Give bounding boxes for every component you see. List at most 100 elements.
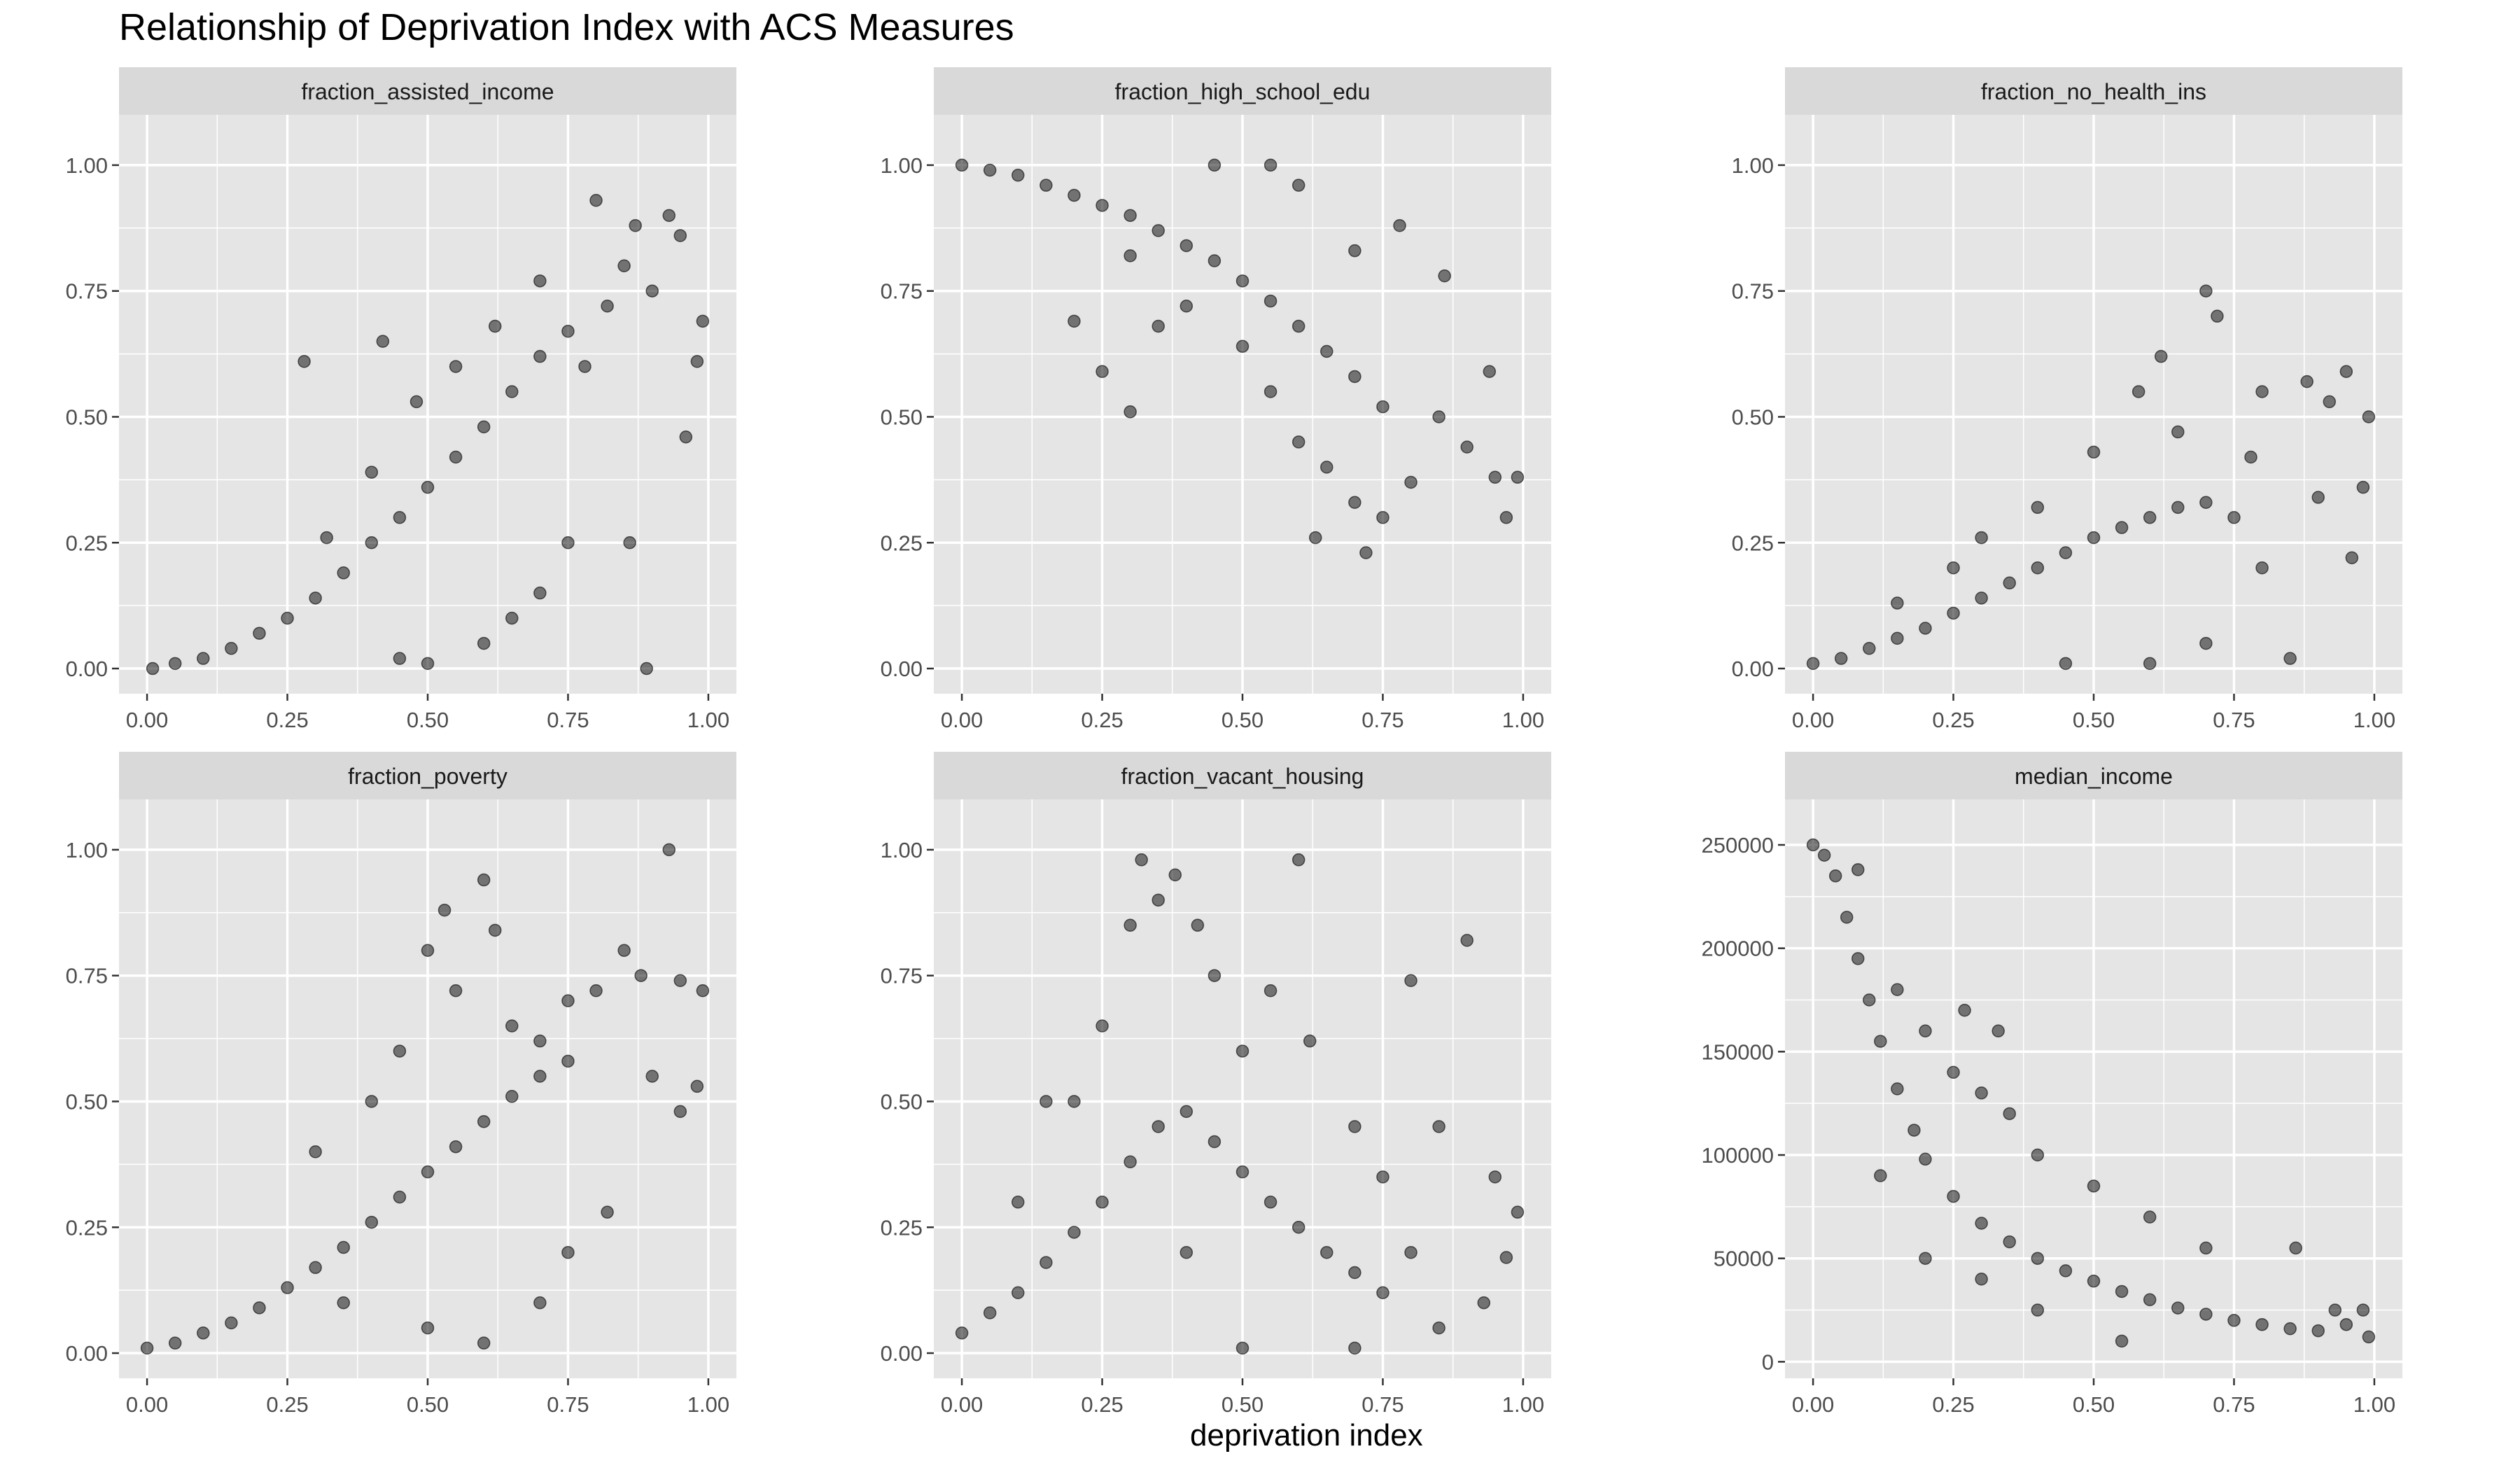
data-point — [679, 430, 693, 444]
facet-fraction-no-health-ins: fraction_no_health_ins 0.00 0.25 0.50 0.75 1.… — [1732, 67, 2402, 732]
data-point — [2115, 1334, 2129, 1348]
y-tick-label: 0.50 — [66, 1089, 108, 1114]
data-point — [2199, 284, 2213, 298]
facet-strip-label: fraction_high_school_edu — [1115, 79, 1371, 104]
data-point — [1919, 622, 1932, 635]
data-point — [376, 335, 390, 348]
data-point — [1359, 546, 1373, 559]
facet-strip-label: median_income — [2015, 764, 2173, 789]
data-point — [1348, 496, 1362, 509]
data-point — [1292, 319, 1306, 333]
data-point — [449, 1140, 463, 1154]
data-point — [533, 274, 547, 288]
y-tick-label: 1.00 — [881, 838, 923, 862]
y-tick-label: 0.50 — [66, 405, 108, 429]
data-point — [421, 480, 435, 494]
data-point — [2003, 576, 2016, 590]
data-point — [617, 259, 631, 272]
data-point — [365, 536, 379, 550]
facet-fraction-assisted-income: fraction_assisted_income 0.00 0.25 0.50 0.75… — [66, 67, 736, 732]
data-points — [140, 843, 710, 1355]
data-point — [1851, 863, 1865, 876]
data-point — [449, 360, 463, 373]
x-tick-label: 0.50 — [2073, 708, 2115, 732]
data-point — [1096, 1019, 1109, 1032]
data-point — [1499, 1251, 1513, 1264]
x-tick-label: 0.75 — [1362, 708, 1404, 732]
x-tick-label: 0.00 — [941, 1392, 983, 1417]
data-point — [393, 1190, 407, 1204]
data-point — [1152, 224, 1165, 237]
data-point — [1152, 319, 1165, 333]
data-point — [197, 1326, 210, 1340]
data-points — [146, 194, 710, 676]
x-axis-label: deprivation index — [1190, 1418, 1423, 1452]
data-point — [2087, 1180, 2101, 1193]
data-point — [1320, 461, 1334, 474]
data-point — [1404, 475, 1418, 489]
y-tick-label: 0 — [1762, 1350, 1774, 1374]
data-point — [1040, 178, 1053, 192]
data-point — [421, 657, 435, 671]
data-point — [2132, 385, 2146, 398]
x-tick-label: 0.25 — [1081, 708, 1123, 732]
y-tick-label: 50000 — [1714, 1247, 1774, 1271]
y-tick-label: 0.25 — [66, 531, 108, 555]
data-point — [1208, 969, 1222, 982]
data-point — [1152, 893, 1165, 907]
data-point — [1292, 178, 1306, 192]
data-point — [2289, 1241, 2302, 1255]
data-point — [449, 450, 463, 464]
data-point — [281, 611, 294, 625]
facet-strip — [934, 67, 1551, 115]
data-point — [2143, 1293, 2157, 1307]
data-points — [1806, 284, 2376, 671]
data-point — [1376, 1170, 1390, 1184]
data-point — [617, 944, 631, 957]
data-point — [2311, 491, 2325, 504]
data-point — [1376, 400, 1390, 414]
data-point — [1208, 158, 1222, 172]
data-points — [955, 853, 1525, 1355]
data-point — [2227, 511, 2241, 524]
data-point — [1477, 1296, 1491, 1310]
data-point — [1011, 1196, 1025, 1209]
data-point — [1975, 1086, 1988, 1100]
facet-fraction-vacant-housing: fraction_vacant_housing 0.00 0.25 0.50 0.75 1… — [881, 752, 1551, 1417]
y-tick-label: 0.75 — [66, 279, 108, 304]
data-point — [2031, 1148, 2045, 1162]
data-point — [1975, 592, 1988, 605]
data-point — [320, 531, 333, 545]
data-point — [1180, 1245, 1194, 1259]
data-point — [140, 1341, 154, 1355]
y-tick-label: 0.50 — [1732, 405, 1774, 429]
data-point — [1191, 918, 1205, 932]
facet-strip-label: fraction_vacant_housing — [1121, 764, 1364, 789]
data-point — [2003, 1235, 2016, 1249]
x-tick-label: 0.25 — [266, 1392, 308, 1417]
data-point — [1348, 1341, 1362, 1355]
data-point — [253, 1301, 266, 1315]
data-point — [393, 511, 407, 524]
y-tick-label: 0.25 — [881, 1215, 923, 1240]
y-tick-label: 100000 — [1702, 1143, 1774, 1168]
data-point — [309, 592, 322, 605]
data-point — [309, 1145, 322, 1158]
data-point — [1135, 853, 1148, 867]
data-point — [1124, 918, 1137, 932]
data-point — [477, 873, 491, 887]
x-tick-label: 0.25 — [266, 708, 308, 732]
facet-strip — [1785, 752, 2402, 799]
data-point — [1919, 1024, 1932, 1038]
data-point — [1068, 314, 1081, 328]
data-point — [1483, 365, 1497, 379]
data-point — [589, 984, 603, 997]
y-tick-label: 150000 — [1702, 1040, 1774, 1064]
data-point — [365, 465, 379, 479]
y-tick-label: 0.25 — [1732, 531, 1774, 555]
y-tick-label: 0.00 — [1732, 657, 1774, 681]
data-point — [1040, 1095, 1053, 1108]
data-point — [1919, 1252, 1932, 1265]
y-tick-label: 1.00 — [1732, 153, 1774, 178]
